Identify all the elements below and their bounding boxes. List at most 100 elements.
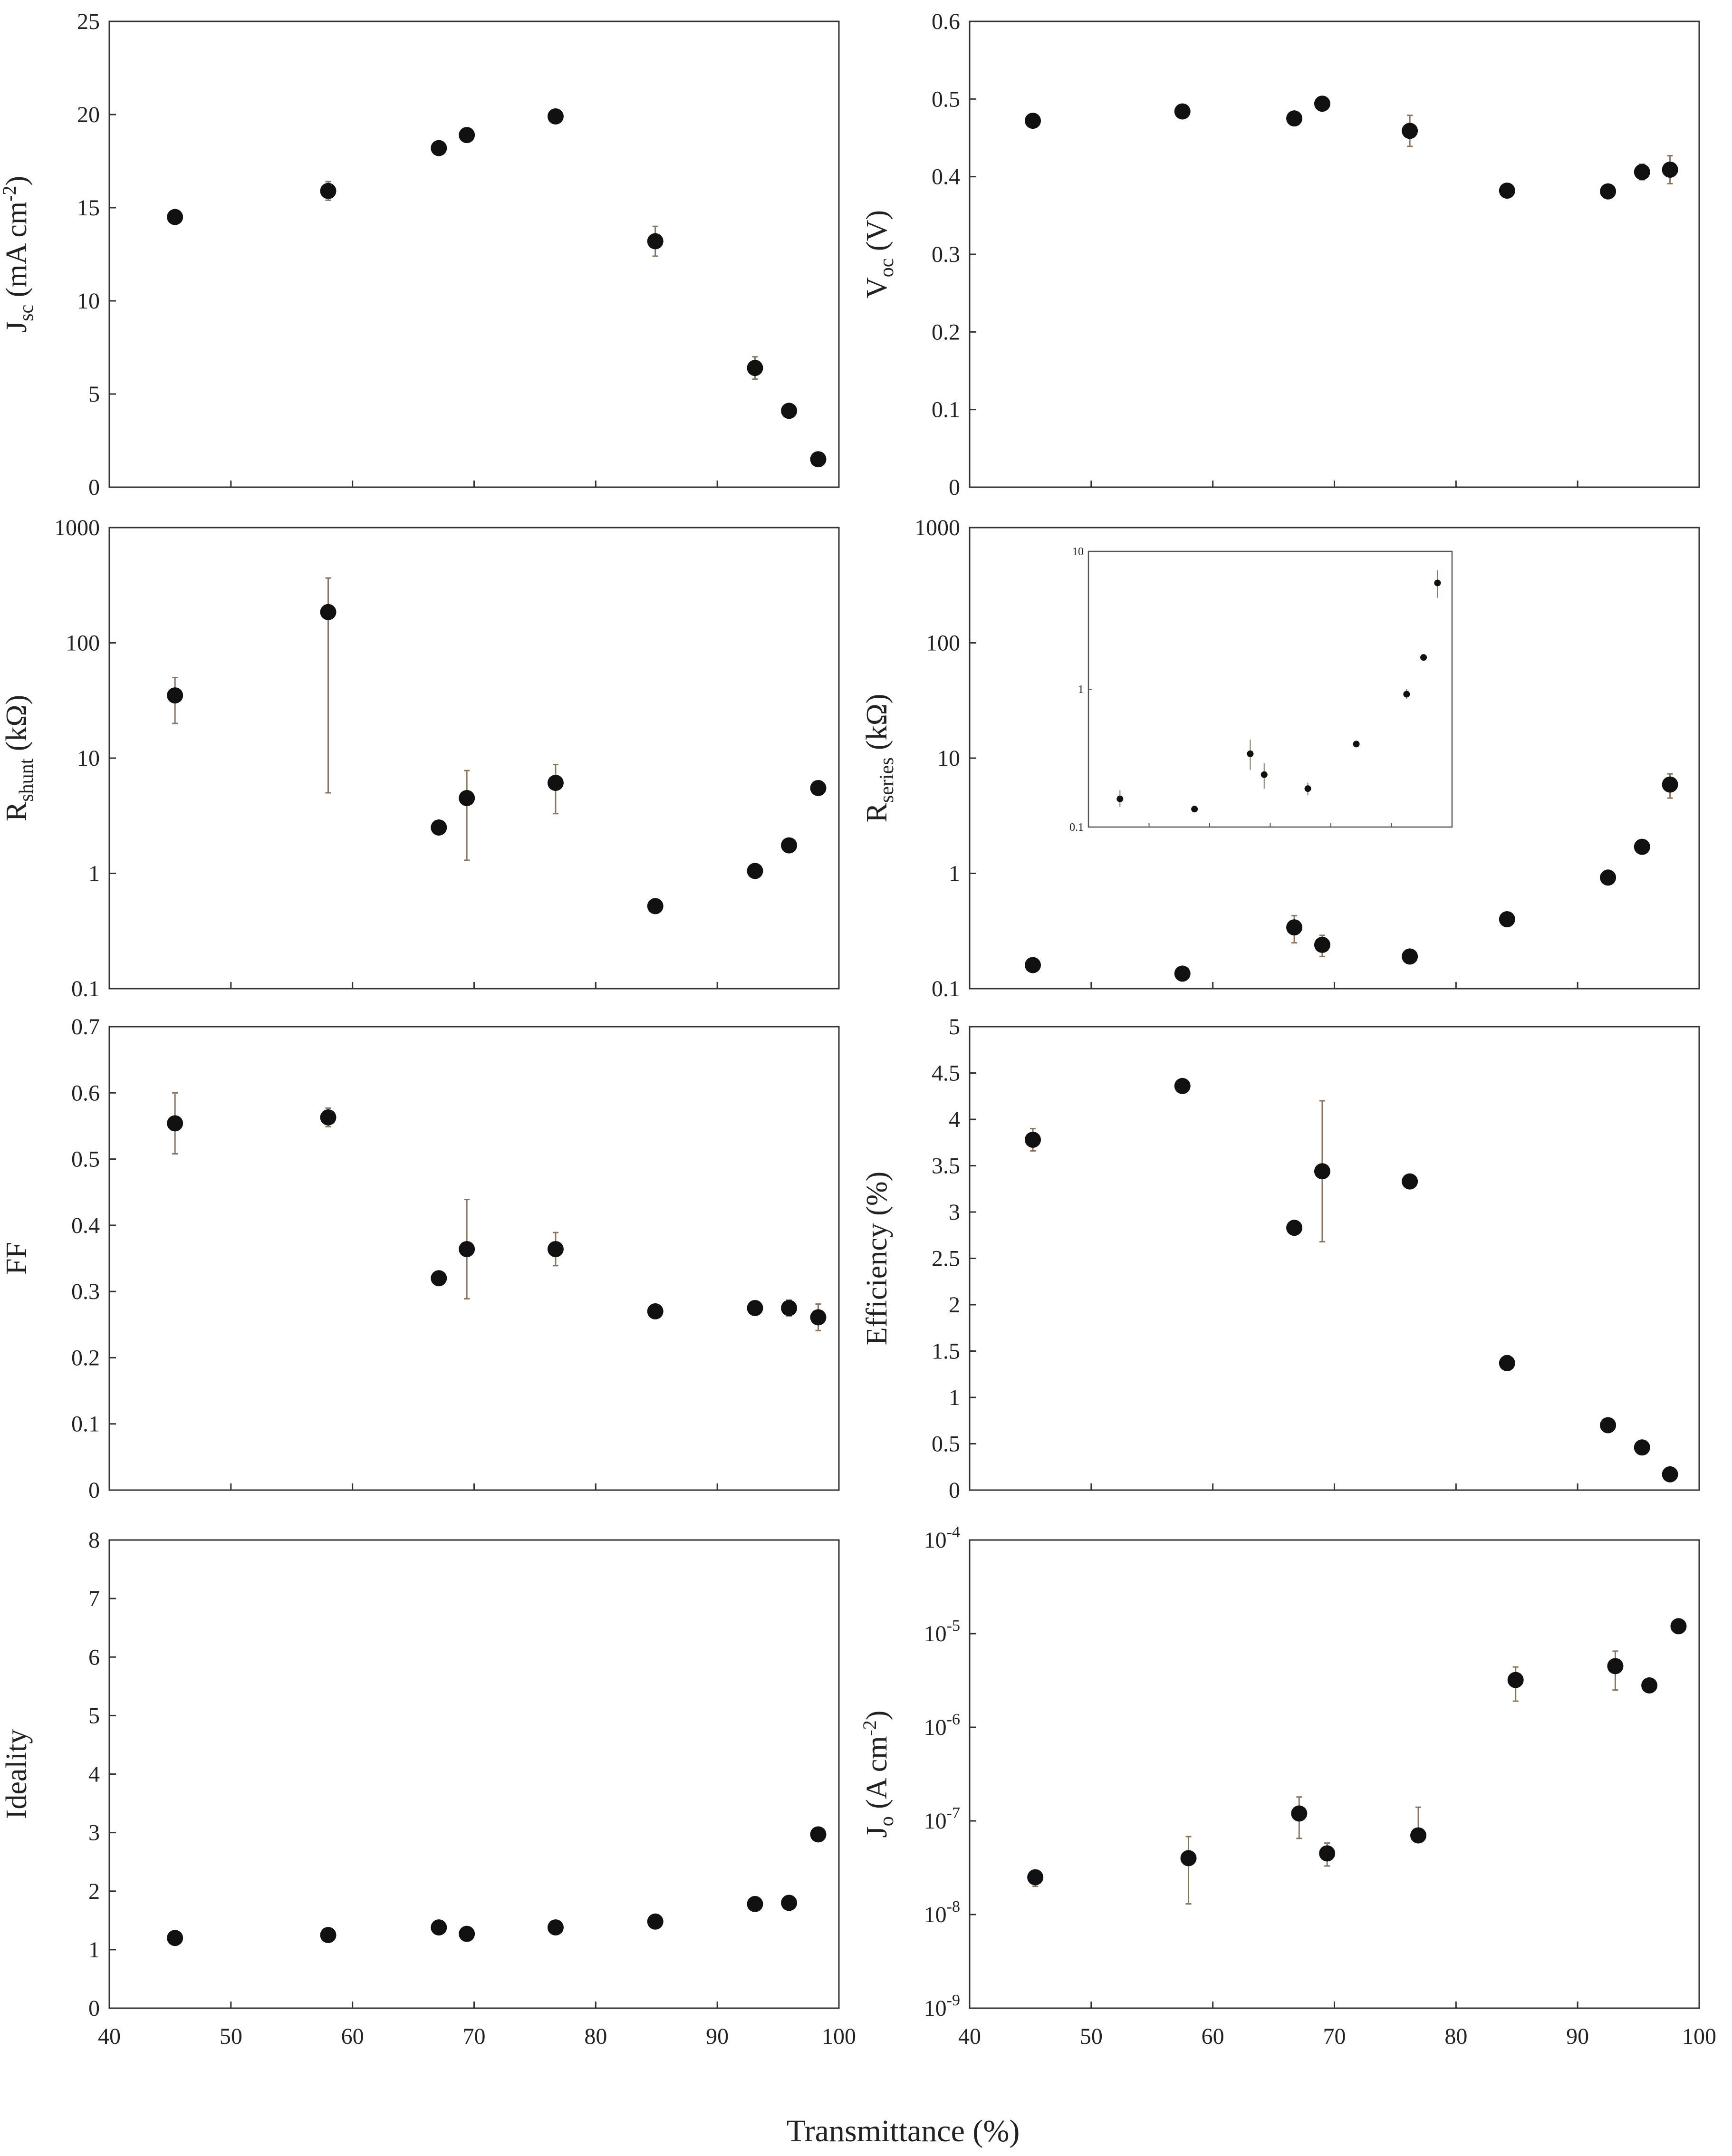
data-point: [1507, 1672, 1524, 1688]
x-tick-label: 90: [1566, 2024, 1589, 2049]
y-tick-label: 2: [949, 1292, 960, 1318]
data-point: [1402, 948, 1418, 965]
plot-frame: [108, 527, 840, 990]
y-tick-label: 2.5: [932, 1246, 960, 1271]
inset-y-tick-label: 0.1: [1069, 821, 1084, 834]
y-tick-label: 0: [88, 475, 100, 500]
y-tick-label: 0.5: [932, 87, 960, 112]
plot-frame: [969, 1026, 1700, 1491]
data-point: [1499, 1355, 1515, 1371]
data-point: [167, 687, 183, 704]
data-point: [810, 1309, 827, 1326]
inset-data-point: [1434, 579, 1441, 587]
y-tick-label: 10-8: [924, 1898, 960, 1927]
data-point: [1600, 1417, 1617, 1434]
panel-4: 0.1 1 10 100 1000 Rseries (kΩ) 0.1 1 10: [861, 515, 1700, 1001]
y-tick-label: 2: [88, 1879, 100, 1904]
panel-5: 0 0.1 0.2 0.3 0.4 0.5 0.6 0.7 FF: [0, 1014, 840, 1503]
data-point: [647, 898, 664, 914]
data-point: [167, 1930, 183, 1946]
data-point: [781, 1299, 798, 1316]
data-point: [810, 451, 827, 468]
y-tick-label: 0: [88, 1996, 100, 2021]
panel-6: 0 0.5 1 1.5 2 2.5 3 3.5 4 4.5 5 Efficiency (%): [861, 1014, 1700, 1503]
y-tick-label: 1: [949, 1385, 960, 1410]
data-point: [1634, 1439, 1650, 1456]
x-tick-label: 90: [706, 2024, 729, 2049]
data-point: [781, 1895, 798, 1911]
y-tick-label: 0.2: [71, 1345, 100, 1370]
data-point: [1662, 776, 1678, 793]
data-point: [547, 775, 564, 791]
y-tick-label: 3: [949, 1200, 960, 1225]
data-point: [1025, 1131, 1041, 1148]
y-tick-label: 0.7: [71, 1014, 100, 1040]
y-tick-label: 0.2: [932, 319, 960, 345]
y-tick-label: 1: [88, 861, 100, 886]
data-point: [1027, 1869, 1044, 1886]
plot-frame: [108, 20, 840, 488]
data-point: [459, 1241, 475, 1257]
y-tick-label: 10-6: [924, 1711, 960, 1740]
data-point: [320, 183, 337, 199]
data-point: [167, 209, 183, 225]
y-tick-label: 10: [77, 746, 100, 771]
y-tick-label: 10-9: [924, 1992, 960, 2021]
data-point: [431, 140, 447, 156]
y-tick-label: 10: [77, 289, 100, 314]
data-point: [320, 1927, 337, 1944]
y-tick-label: 0.6: [932, 9, 960, 34]
y-tick-label: 3.5: [932, 1154, 960, 1179]
x-tick-label: 50: [1080, 2024, 1103, 2049]
data-point: [647, 1913, 664, 1930]
data-point: [747, 1896, 763, 1912]
x-tick-label: 100: [1682, 2024, 1716, 2049]
data-point: [1670, 1618, 1687, 1635]
y-tick-label: 5: [88, 1703, 100, 1728]
data-point: [431, 1270, 447, 1287]
y-tick-label: 0: [949, 475, 960, 500]
data-point: [1174, 1078, 1191, 1094]
y-tick-label: 100: [66, 631, 100, 656]
y-tick-label: 0.4: [71, 1213, 100, 1238]
panel-7: 40 50 60 70 80 90 100 0 1 2 3 4 5 6 7 8 Ideality: [0, 1528, 856, 2049]
data-point: [1662, 1466, 1678, 1482]
data-point: [1174, 103, 1191, 120]
data-point: [647, 233, 664, 250]
y-tick-label: 0.1: [932, 976, 960, 1001]
y-axis-title: Rseries (kΩ): [861, 694, 898, 823]
x-tick-label: 60: [341, 2024, 364, 2049]
x-tick-label: 70: [1323, 2024, 1346, 2049]
data-point: [747, 863, 763, 879]
data-point: [1402, 123, 1418, 139]
data-point: [1319, 1845, 1336, 1862]
data-point: [547, 1241, 564, 1257]
data-point: [1286, 110, 1303, 127]
y-tick-label: 1000: [914, 515, 960, 540]
x-tick-label: 100: [822, 2024, 856, 2049]
data-point: [1402, 1173, 1418, 1190]
panel-8: 40 50 60 70 80 90 100 10-9 10-8 10-7 10-6 10-5 10-4 J…: [859, 1523, 1716, 2049]
data-point: [320, 604, 337, 620]
data-point: [1600, 183, 1617, 200]
plot-frame: [108, 1539, 840, 2009]
y-axis-title: Voc (V): [861, 210, 898, 298]
y-tick-label: 0.6: [71, 1080, 100, 1106]
inset-data-point: [1116, 795, 1124, 802]
x-tick-label: 50: [220, 2024, 242, 2049]
data-point: [1174, 965, 1191, 982]
y-tick-label: 5: [949, 1014, 960, 1040]
data-point: [459, 1925, 475, 1942]
inset-y-tick-label: 10: [1072, 546, 1084, 558]
y-tick-label: 0.3: [932, 242, 960, 267]
y-tick-label: 10-5: [924, 1617, 960, 1646]
y-axis-title: Efficiency (%): [861, 1172, 893, 1346]
y-tick-label: 1.5: [932, 1339, 960, 1364]
inset-y-tick-label: 1: [1078, 683, 1084, 696]
y-tick-label: 10-4: [924, 1523, 960, 1553]
data-point: [459, 127, 475, 144]
y-tick-label: 0.3: [71, 1279, 100, 1304]
y-tick-label: 100: [926, 631, 960, 656]
data-point: [1180, 1850, 1197, 1867]
